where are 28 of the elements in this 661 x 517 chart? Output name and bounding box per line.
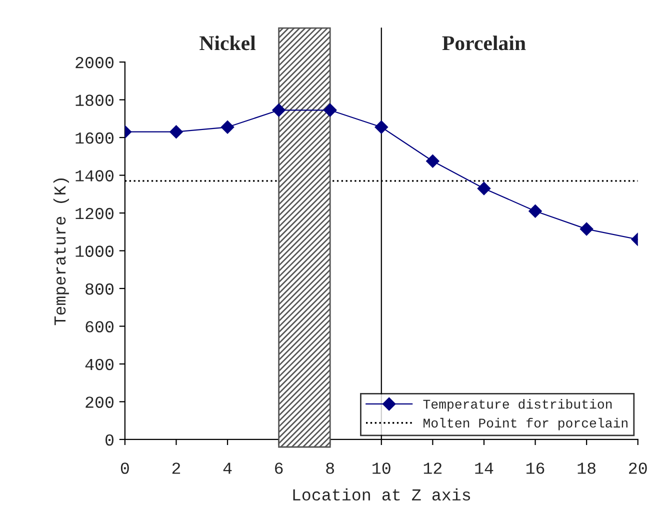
y-tick-label: 200 [86, 396, 114, 408]
x-tick-label: 8 [326, 462, 334, 474]
text: Porcelain [442, 36, 526, 50]
x-tick-label: 2 [172, 462, 180, 474]
y-tick-label: 2000 [76, 56, 114, 68]
x-tick-label: 20 [629, 462, 647, 474]
y-tick-label: 1800 [76, 94, 114, 106]
x-tick-label: 18 [578, 462, 596, 474]
x-axis-title: Location at Z axis [293, 488, 470, 501]
text: Nickel [200, 36, 256, 50]
legend-label: Molten Point for porcelain [424, 418, 628, 430]
legend-label: Temperature distribution [423, 399, 612, 412]
y-tick-label: 1600 [76, 132, 114, 144]
y-tick-label: 1000 [76, 246, 114, 257]
x-tick-label: 12 [424, 462, 442, 474]
x-tick-label: 10 [372, 462, 390, 474]
x-tick-label: 4 [223, 462, 232, 474]
x-tick-label: 14 [475, 462, 494, 474]
y-tick-label: 1200 [76, 208, 114, 220]
y-tick-label: 600 [86, 321, 114, 332]
x-tick-label: 6 [275, 462, 283, 474]
x-tick-label: 0 [120, 462, 129, 474]
y-tick-label: 400 [85, 358, 114, 370]
y-axis-title: Temperature (K) [53, 178, 69, 326]
y-tick-label: 800 [86, 283, 114, 295]
y-tick-label: 1400 [76, 170, 114, 182]
x-tick-label: 16 [526, 462, 544, 474]
y-tick-label: 0 [106, 434, 114, 446]
